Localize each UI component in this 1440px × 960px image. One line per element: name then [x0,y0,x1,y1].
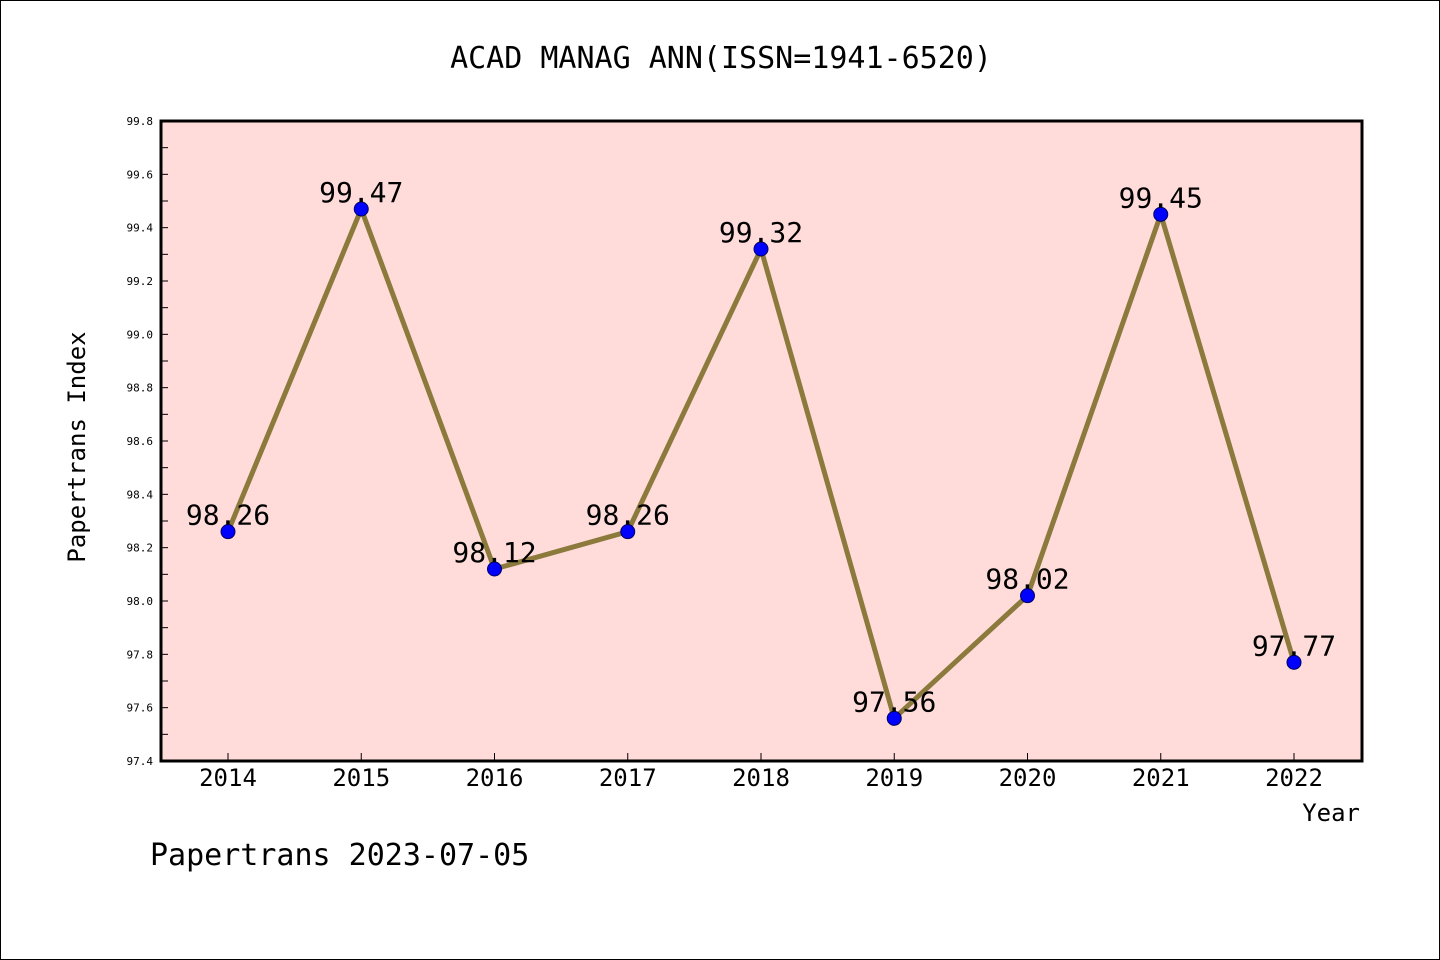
y-tick-label: 98.8 [127,382,154,395]
data-point [1020,588,1035,604]
chart-title: ACAD MANAG ANN(ISSN=1941-6520) [450,41,992,76]
x-tick-label: 2017 [599,764,657,792]
x-tick-label: 2019 [865,764,923,792]
data-point [487,561,502,577]
x-axis-label: Year [1302,799,1360,827]
data-point [753,241,769,257]
x-tick-label: 2018 [732,764,790,792]
data-label: 98.12 [452,536,536,569]
data-label: 97.77 [1252,629,1336,662]
y-tick-label: 99.2 [127,275,154,288]
data-label: 98.26 [586,499,670,532]
y-tick-label: 99.8 [127,115,154,128]
data-point [1286,654,1302,670]
x-tick-label: 2016 [466,764,524,792]
x-tick-label: 2020 [999,764,1057,792]
data-labels: 98.26 99.47 98.12 98.26 99.32 97.56 98.02 99.45… [186,176,1336,718]
y-tick-label: 98.0 [127,595,154,608]
data-markers [220,201,1302,726]
y-tick-label: 97.4 [127,755,154,768]
y-tick-label: 99.6 [127,168,154,181]
y-tick-label: 98.2 [127,542,154,555]
y-axis-label: Papertrans Index [63,331,91,562]
y-tick-label: 98.4 [127,488,154,501]
data-label: 99.47 [319,176,403,209]
data-point [353,201,369,217]
data-point [886,710,902,726]
data-label: 98.26 [186,499,270,532]
y-tick-label: 98.6 [127,435,154,448]
plot-area [161,121,1362,761]
y-axis-ticks: 97.4 97.6 97.8 98.0 98.2 98.4 98.6 98.8 99.0 99.2… [127,115,154,768]
data-label: 97.56 [852,685,936,718]
data-point [1153,206,1169,222]
y-tick-label: 97.8 [127,648,154,661]
data-label: 98.02 [985,563,1069,596]
y-tick-label: 97.6 [127,702,154,715]
y-tick-label: 99.0 [127,328,154,341]
data-label: 99.32 [719,216,803,249]
footer-text: Papertrans 2023-07-05 [150,838,529,873]
data-label: 99.45 [1119,181,1203,214]
x-axis-ticks: 2014 2015 2016 2017 2018 2019 2020 2021 2022 [199,753,1323,792]
y-tick-label: 99.4 [127,222,154,235]
x-tick-label: 2021 [1132,764,1190,792]
data-point [620,524,636,540]
x-tick-label: 2015 [332,764,390,792]
x-tick-label: 2022 [1265,764,1323,792]
plot-border [159,119,1364,763]
x-tick-label: 2014 [199,764,257,792]
data-point [220,524,236,540]
